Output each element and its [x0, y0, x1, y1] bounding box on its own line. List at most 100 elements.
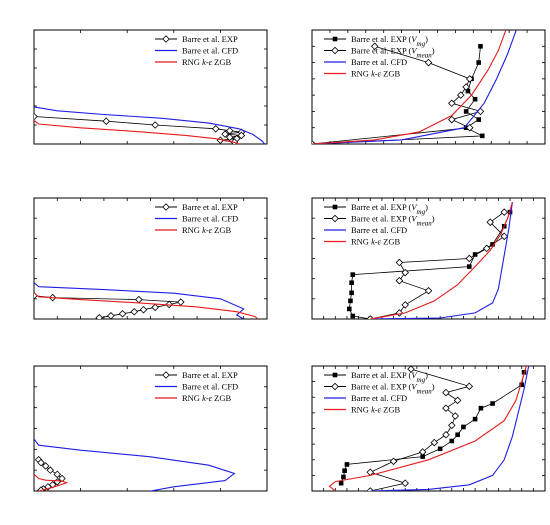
legend: Barre et al. EXP (Vmg)Barre et al. EXP (… [324, 370, 435, 415]
legend-marker [332, 372, 338, 378]
legend-label-part: mean [417, 52, 433, 60]
data-point [478, 43, 483, 49]
legend-marker [332, 204, 338, 210]
series-line-2 [370, 366, 530, 491]
data-point [344, 462, 350, 467]
legend-label: Barre et al. EXP (Vmg) [351, 34, 428, 48]
data-point [151, 121, 159, 129]
series-line-0 [34, 295, 181, 319]
legend-label: Barre et al. EXP [182, 34, 238, 44]
legend-label-part: ZGB [381, 69, 400, 79]
legend-label-part: V [411, 34, 418, 44]
series-line-2 [312, 30, 517, 144]
data-point [350, 313, 356, 319]
legend-label-part: Barre et al. EXP ( [351, 370, 412, 380]
data-point [462, 83, 470, 91]
legend-label-part: ) [432, 46, 435, 56]
legend-label-part: ZGB [381, 405, 400, 415]
legend-label-part: Barre et al. EXP ( [351, 214, 412, 224]
legend-marker [331, 382, 339, 391]
data-point [102, 117, 110, 125]
legend-label-part: ) [425, 370, 428, 380]
data-point [130, 307, 138, 316]
legend-label: Barre et al. CFD [351, 225, 407, 235]
legend-label-part: Barre et al. CFD [351, 393, 407, 403]
data-point [463, 109, 469, 114]
plot-frame [311, 29, 546, 145]
legend: Barre et al. EXP ( Vmg) Barre et al. EXP (… [324, 202, 435, 247]
data-point [211, 125, 220, 133]
data-point [346, 306, 352, 312]
legend-label-part: mean [417, 220, 433, 228]
data-point [395, 309, 404, 317]
data-point [348, 298, 353, 304]
legend-label-part: Barre et al. EXP [182, 34, 238, 44]
legend: Barre et al. EXP (Vmg)Barre et al. EXP (… [324, 34, 435, 79]
data-point [476, 107, 485, 116]
data-point [342, 468, 347, 473]
legend-label: Barre et al. CFD [351, 393, 407, 403]
legend-label: Barre et al. CFD [182, 46, 238, 56]
data-point [472, 252, 478, 257]
legend-label-part: V [411, 46, 418, 56]
data-point [448, 99, 456, 108]
legend-label-part: V [411, 382, 418, 392]
data-point [151, 303, 159, 312]
data-point [401, 268, 409, 277]
panel-d: Barre et al. EXP ( Vmg) Barre et al. EXP (… [311, 197, 546, 320]
legend-label: Barre et al. EXP (Vmean) [351, 214, 435, 228]
legend-label-part: ) [432, 382, 435, 392]
legend-label-part: V [411, 202, 418, 212]
legend-marker [162, 371, 170, 379]
legend-label-part: V [411, 370, 418, 380]
series-line-1 [34, 438, 236, 491]
legend-label-part: Barre et al. EXP ( [351, 46, 412, 56]
data-point [482, 244, 491, 253]
legend-label-part: ZGB [212, 393, 231, 403]
series-line-2 [34, 473, 69, 491]
legend-marker [162, 35, 170, 43]
data-point [407, 366, 415, 373]
data-point [478, 405, 484, 411]
data-point [486, 218, 495, 226]
legend-label-part: k-ε [371, 405, 382, 415]
legend-marker [331, 46, 339, 55]
series-line-1 [34, 282, 245, 319]
series-line-1 [34, 106, 266, 144]
data-point [41, 462, 50, 470]
legend-label-part: ) [425, 202, 428, 212]
legend-label-part: mg [417, 208, 426, 216]
legend-label-part: Barre et al. EXP [182, 370, 238, 380]
legend-label: Barre et al. CFD [182, 214, 238, 224]
data-point [465, 88, 471, 94]
data-point [424, 287, 433, 295]
legend-label-part: k-ε [371, 237, 382, 247]
data-point [437, 446, 443, 452]
data-point [479, 133, 485, 139]
data-point [401, 301, 409, 309]
legend-label-part: mg [417, 40, 426, 48]
series-group [346, 201, 513, 319]
legend-label-part: Barre et al. CFD [351, 225, 407, 235]
legend-label-part: Barre et al. EXP ( [351, 382, 412, 392]
legend-label: Barre et al. EXP (Vmean) [351, 382, 435, 396]
data-point [424, 58, 433, 67]
series-line-2 [34, 119, 240, 144]
data-point [451, 412, 460, 420]
legend-label-part: ZGB [212, 57, 231, 67]
legend-label-part: ZGB [381, 237, 400, 247]
data-point [490, 401, 495, 406]
data-point [448, 115, 456, 124]
data-point [95, 314, 104, 319]
data-point [456, 91, 465, 99]
data-point [350, 272, 356, 277]
data-point [46, 466, 55, 474]
series-line-3 [370, 201, 513, 319]
data-point [519, 382, 524, 388]
legend-label: Barre et al. EXP [182, 202, 238, 212]
data-point [135, 295, 143, 304]
data-point [455, 432, 460, 438]
